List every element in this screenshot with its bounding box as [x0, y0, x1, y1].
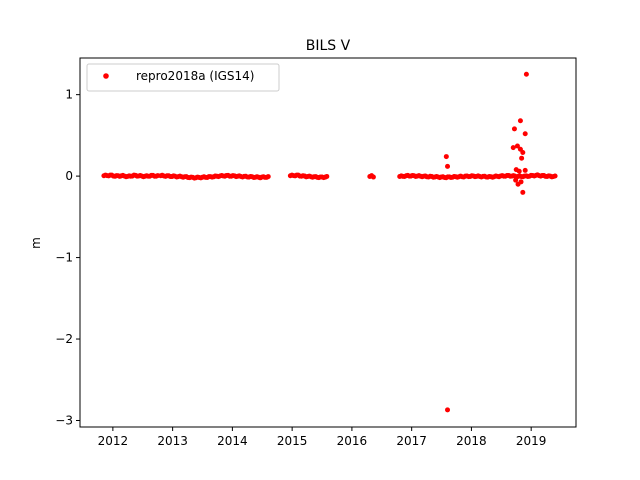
y-tick-label: −2 [55, 332, 73, 346]
y-tick-label: 0 [65, 169, 73, 183]
plot-area: 2012 2013 2014 2015 2016 2017 2018 2019 1 0 −1 −2 −3 [55, 71, 558, 448]
chart-title: BILS V [306, 38, 351, 54]
y-tick-label: −1 [55, 251, 73, 265]
x-tick-label: 2016 [337, 434, 368, 448]
x-tick-label: 2019 [516, 434, 547, 448]
outlier-point [445, 407, 451, 413]
y-axis-label: m [29, 237, 43, 249]
x-tick-label: 2015 [277, 434, 308, 448]
outlier-point [520, 189, 526, 195]
outlier-point [443, 154, 449, 160]
x-tick-label: 2018 [456, 434, 487, 448]
data-point [324, 173, 330, 179]
data-point [552, 173, 558, 179]
y-tick-label: −3 [55, 413, 73, 427]
outlier-point [518, 179, 524, 185]
outlier-point [514, 143, 520, 149]
outlier-point [519, 155, 525, 161]
axes-frame [79, 57, 577, 428]
x-tick-label: 2017 [396, 434, 427, 448]
x-tick-label: 2013 [157, 434, 188, 448]
outlier-point [520, 149, 526, 155]
data-point [370, 174, 376, 180]
legend-box [86, 63, 280, 92]
outlier-point [522, 131, 528, 137]
outlier-point [522, 167, 528, 173]
y-tick-label: 1 [65, 88, 73, 102]
outlier-point [523, 71, 529, 77]
data-point [265, 174, 271, 180]
outlier-point [513, 177, 519, 183]
legend-marker [103, 73, 109, 79]
outlier-point [511, 126, 517, 132]
outlier-point [510, 145, 516, 151]
outlier-point [516, 168, 522, 174]
legend: repro2018a (IGS14) [86, 63, 280, 92]
outlier-point [517, 118, 523, 124]
outlier-point [445, 163, 451, 169]
x-tick-label: 2012 [98, 434, 129, 448]
x-tick-label: 2014 [217, 434, 248, 448]
legend-label: repro2018a (IGS14) [136, 69, 254, 83]
